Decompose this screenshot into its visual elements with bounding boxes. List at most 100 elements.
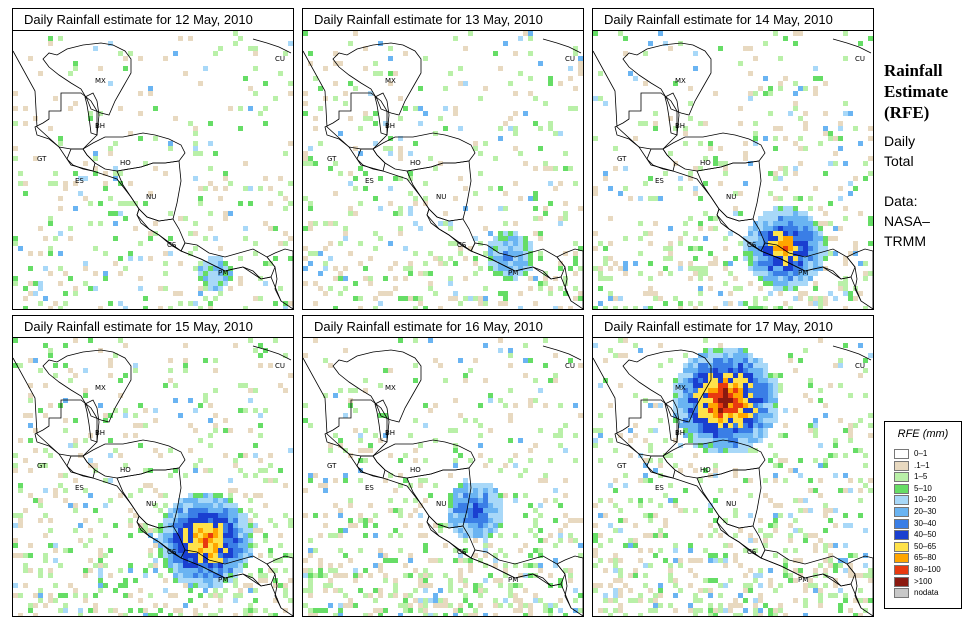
rain-cell <box>148 613 153 616</box>
rain-cell <box>343 473 348 478</box>
rain-cell <box>853 613 858 616</box>
rain-cell <box>518 251 523 256</box>
rain-cell <box>223 508 228 513</box>
rain-cell <box>303 558 308 563</box>
rain-cell <box>128 568 133 573</box>
rain-cell <box>378 41 383 46</box>
rain-cell <box>503 121 508 126</box>
rain-cell <box>123 613 128 616</box>
rain-cell <box>328 286 333 291</box>
rain-cell <box>348 211 353 216</box>
rain-cell <box>778 211 783 216</box>
rain-cell <box>693 443 698 448</box>
legend-label: 1–5 <box>914 472 928 482</box>
rain-cell <box>723 368 728 373</box>
rain-cell <box>743 443 748 448</box>
rain-cell <box>143 483 148 488</box>
country-borders <box>593 38 873 309</box>
rain-cell <box>493 493 498 498</box>
rain-cell <box>853 553 858 558</box>
rain-cell <box>593 588 598 593</box>
rain-cell <box>163 558 168 563</box>
rain-cell <box>738 398 743 403</box>
rain-cell <box>863 463 868 468</box>
rain-cell <box>53 493 58 498</box>
rain-cell <box>538 216 543 221</box>
rain-cell <box>773 206 778 211</box>
rain-cell <box>313 338 318 343</box>
rain-cell <box>118 301 123 306</box>
rain-cell <box>573 261 578 266</box>
rain-cell <box>813 423 818 428</box>
country-borders <box>303 38 583 309</box>
rain-cell <box>233 563 238 568</box>
rain-cell <box>233 578 238 583</box>
rain-cell <box>148 533 153 538</box>
rain-cell <box>168 146 173 151</box>
rain-cell <box>763 296 768 301</box>
rain-cell <box>828 161 833 166</box>
rain-cell <box>193 583 198 588</box>
rain-cell <box>218 271 223 276</box>
rain-cell <box>113 408 118 413</box>
rain-cell <box>543 608 548 613</box>
rain-cell <box>833 151 838 156</box>
rain-cell <box>93 286 98 291</box>
rain-cell <box>448 296 453 301</box>
rain-cell <box>208 443 213 448</box>
rain-cell <box>183 578 188 583</box>
rain-cell <box>638 478 643 483</box>
rain-cell <box>303 513 308 518</box>
rain-cell <box>733 413 738 418</box>
rain-cell <box>688 608 693 613</box>
rain-cell <box>853 296 858 301</box>
rain-cell <box>593 428 598 433</box>
rain-cell <box>473 523 478 528</box>
rain-cell <box>713 423 718 428</box>
rain-cell <box>163 383 168 388</box>
rain-cell <box>513 608 518 613</box>
rain-cell <box>478 423 483 428</box>
rain-cell <box>218 291 223 296</box>
rain-cell <box>108 438 113 443</box>
rain-cell <box>133 363 138 368</box>
rain-cell <box>663 493 668 498</box>
rain-cell <box>468 518 473 523</box>
rain-cell <box>433 483 438 488</box>
rain-cell <box>393 276 398 281</box>
country-outline <box>846 248 873 309</box>
rain-cell <box>83 573 88 578</box>
rain-cell <box>458 246 463 251</box>
rain-cell <box>773 478 778 483</box>
rain-cell <box>838 603 843 608</box>
rain-cell <box>513 593 518 598</box>
rain-cell <box>713 368 718 373</box>
rain-cell <box>208 513 213 518</box>
rain-cell <box>303 256 308 261</box>
rain-cell <box>253 473 258 478</box>
rain-cell <box>248 46 253 51</box>
rain-cell <box>443 573 448 578</box>
rain-cell <box>303 353 308 358</box>
rain-cell <box>188 121 193 126</box>
rain-cell <box>508 246 513 251</box>
rain-cell <box>53 171 58 176</box>
rain-cell <box>653 221 658 226</box>
rain-cell <box>128 608 133 613</box>
rain-cell <box>33 593 38 598</box>
rain-cell <box>13 276 18 281</box>
rain-cell <box>843 593 848 598</box>
rain-cell <box>308 478 313 483</box>
rain-cell <box>803 498 808 503</box>
rain-cell <box>778 271 783 276</box>
rain-cell <box>838 563 843 568</box>
rain-cell <box>48 181 53 186</box>
rain-cell <box>713 388 718 393</box>
rain-cell <box>433 291 438 296</box>
rain-cell <box>858 141 863 146</box>
rain-cell <box>38 226 43 231</box>
rain-cell <box>593 443 598 448</box>
rain-cell <box>593 186 598 191</box>
rain-cell <box>658 418 663 423</box>
rain-cell <box>768 276 773 281</box>
